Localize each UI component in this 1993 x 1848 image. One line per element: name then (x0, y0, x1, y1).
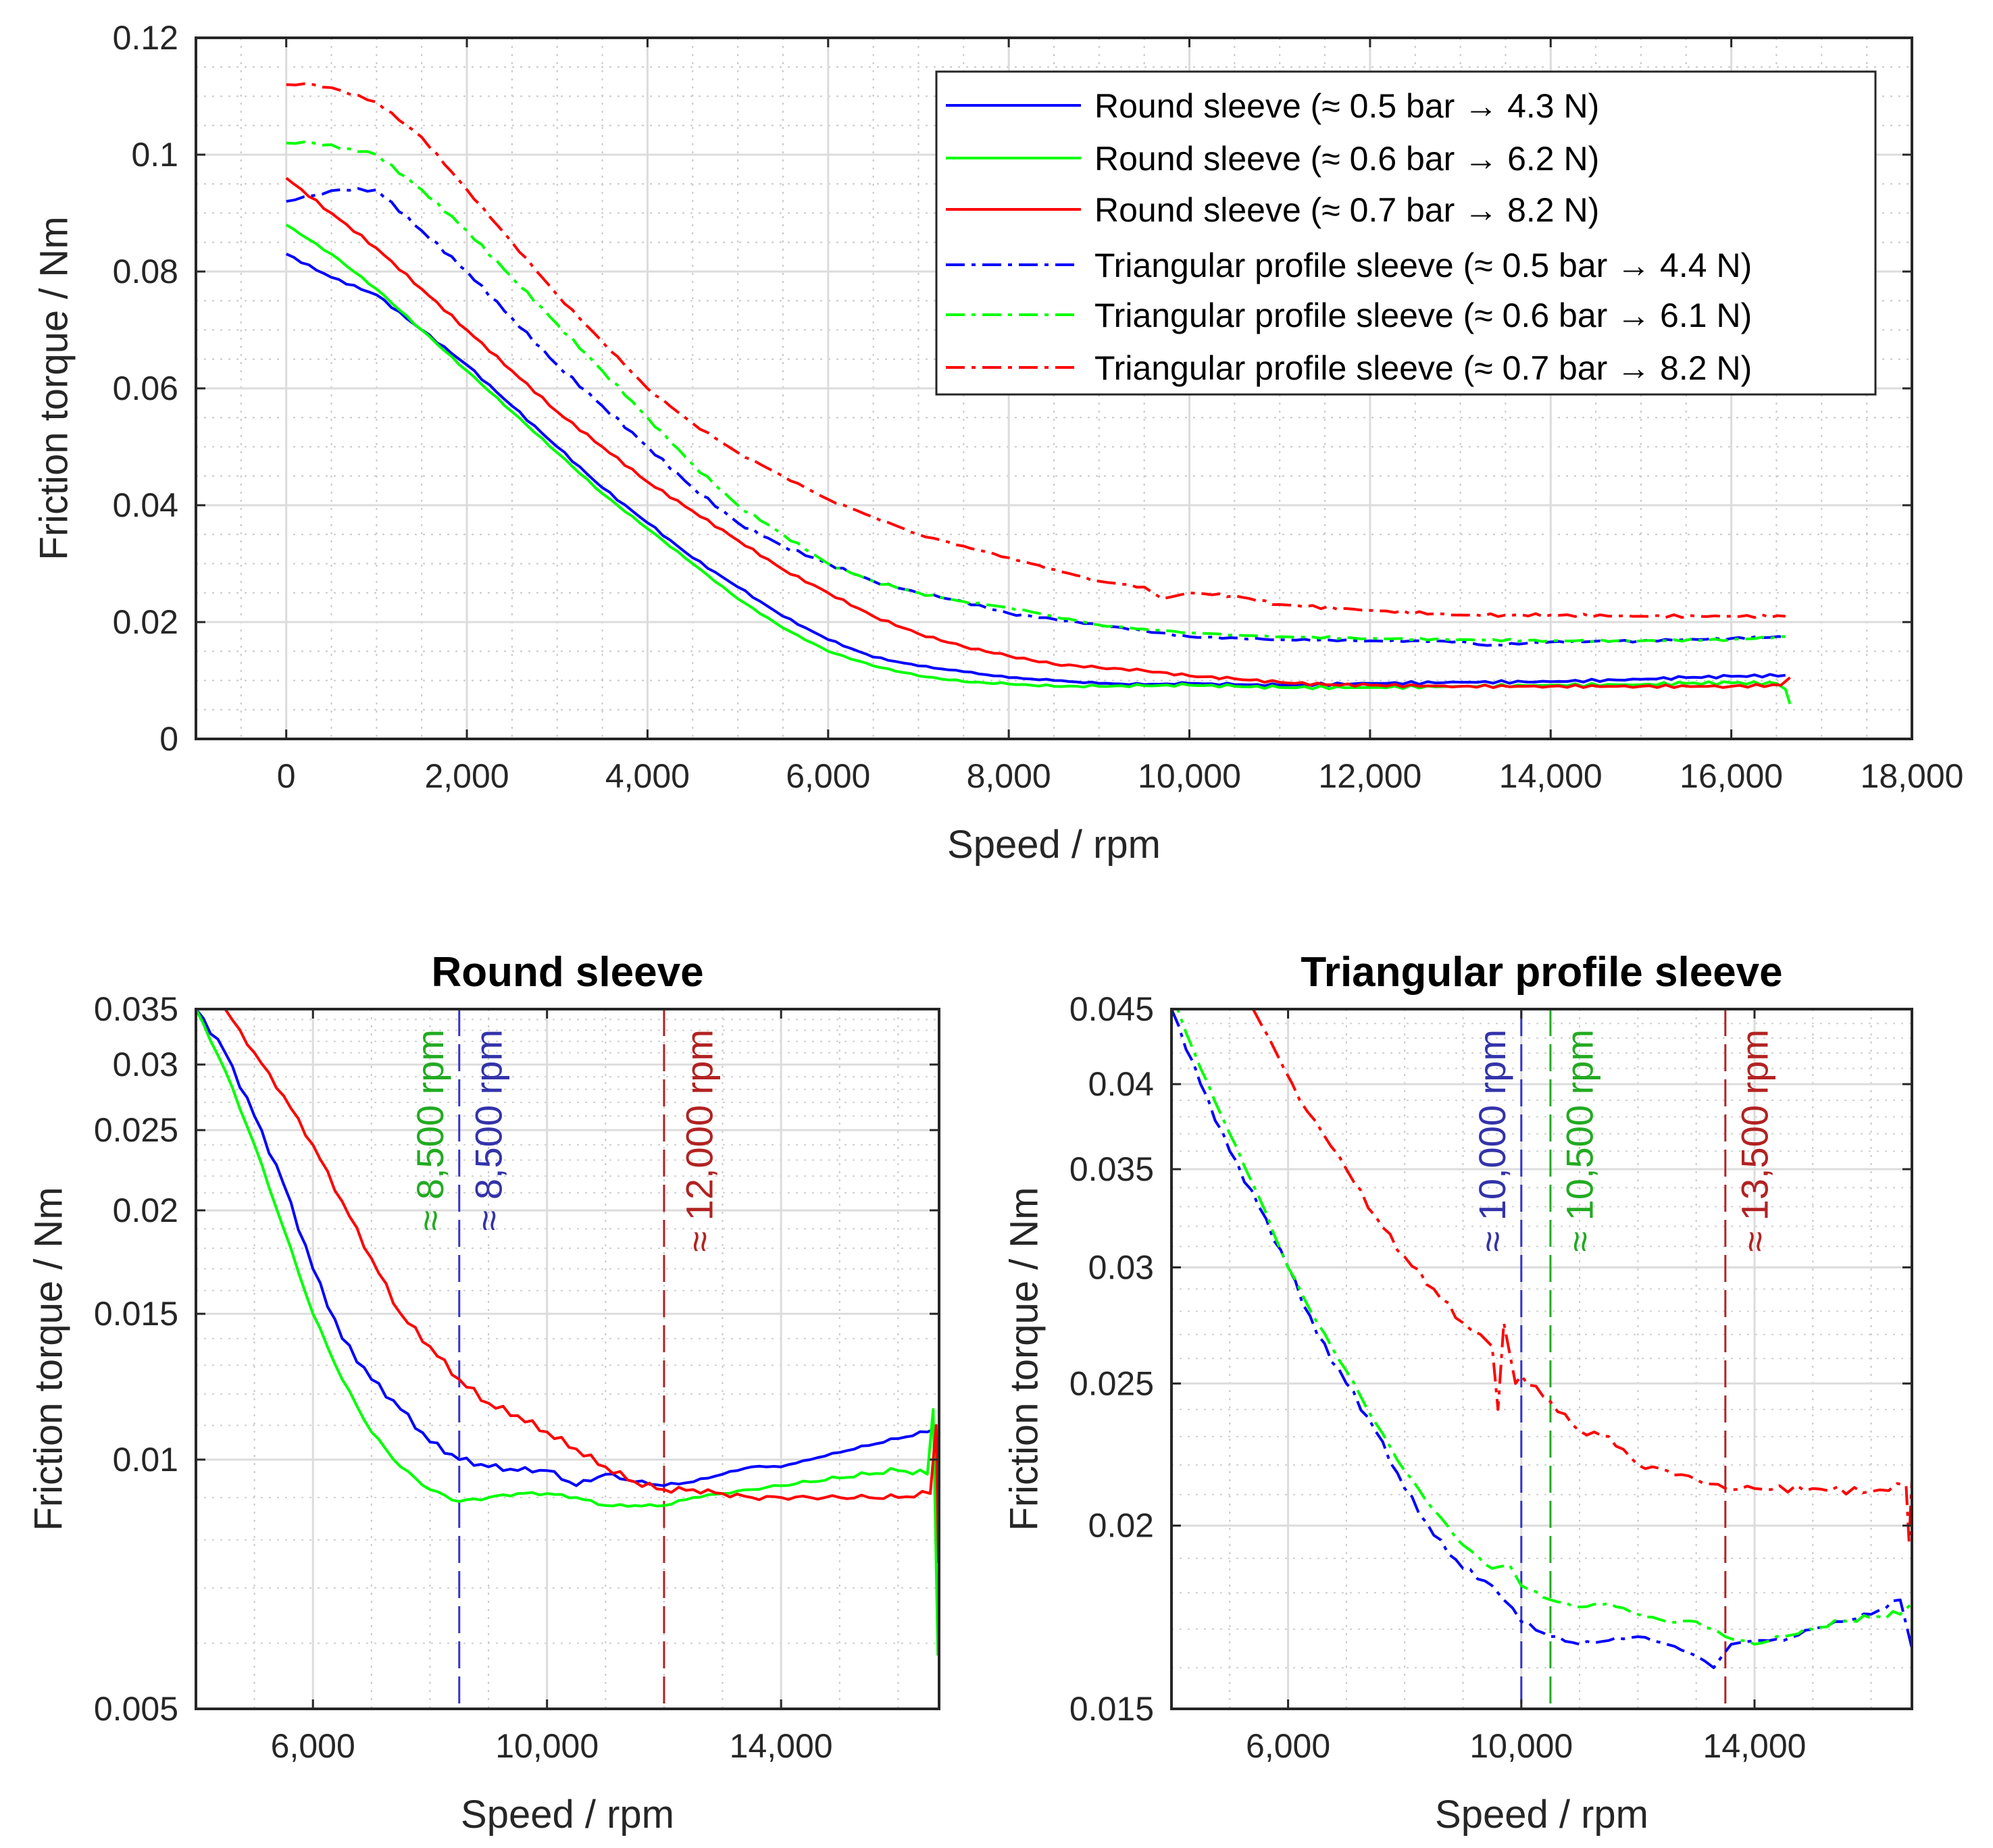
series-line-0 (196, 1009, 937, 1487)
x-tick-label: 0 (277, 757, 296, 795)
y-tick-label: 0.04 (1088, 1065, 1154, 1103)
series-line-1 (1176, 1009, 1912, 1646)
main-x-axis-label: Speed / rpm (947, 823, 1161, 867)
triangular-y-axis-label: Friction torque / Nm (1003, 1187, 1046, 1531)
round-series (196, 1009, 939, 1656)
rpm-annotation: ≈ 8,500 rpm (468, 1029, 510, 1231)
legend-label-4: Triangular profile sleeve (≈ 0.6 bar → 6… (1094, 297, 1752, 334)
y-tick-label: 0.045 (1069, 990, 1154, 1028)
series-line-2 (1252, 1009, 1912, 1543)
x-tick-label: 2,000 (424, 757, 509, 795)
legend-label-5: Triangular profile sleeve (≈ 0.7 bar → 8… (1094, 349, 1752, 387)
round-ticks: 6,000 10,000 14,000 0.005 0.01 0.015 0.02 0.025… (94, 990, 939, 1765)
series-line-2 (224, 1009, 939, 1564)
x-tick-label: 14,000 (730, 1727, 833, 1765)
triangular-x-axis-label: Speed / rpm (1435, 1793, 1648, 1837)
y-tick-label: 0.02 (113, 603, 178, 641)
main-chart: 0 2,000 4,000 6,000 8,000 10,000 12,000 14,000 1… (32, 19, 1964, 867)
round-chart-title: Round sleeve (431, 949, 703, 996)
series-line-5 (286, 82, 1786, 619)
y-tick-label: 0.03 (113, 1046, 178, 1083)
y-tick-label: 0.015 (94, 1295, 178, 1333)
main-series (285, 82, 1792, 704)
series-line-1 (196, 1009, 939, 1656)
triangular-reference-lines (1520, 1009, 1727, 1709)
rpm-annotation: ≈ 13,500 rpm (1733, 1029, 1775, 1252)
series-line-3 (286, 187, 1786, 647)
y-tick-label: 0.025 (1069, 1364, 1154, 1402)
rpm-annotation: ≈ 12,000 rpm (678, 1029, 720, 1252)
x-tick-label: 14,000 (1499, 757, 1603, 795)
x-tick-label: 16,000 (1680, 757, 1783, 795)
main-y-axis-label: Friction torque / Nm (32, 216, 76, 560)
legend-label-2: Round sleeve (≈ 0.7 bar → 8.2 N) (1094, 191, 1599, 229)
y-tick-label: 0.035 (1069, 1150, 1154, 1188)
y-tick-label: 0.035 (94, 990, 178, 1028)
x-tick-label: 18,000 (1861, 757, 1964, 795)
legend-label-3: Triangular profile sleeve (≈ 0.5 bar → 4… (1094, 247, 1752, 284)
x-tick-label: 6,000 (786, 757, 870, 795)
x-tick-label: 12,000 (1318, 757, 1421, 795)
y-tick-label: 0.1 (131, 136, 178, 174)
round-sleeve-chart: Round sleeve ≈ 8,500 rpm ≈ 8,500 rpm ≈ 12,… (27, 949, 940, 1837)
y-tick-label: 0.02 (113, 1191, 178, 1229)
main-legend: Round sleeve (≈ 0.5 bar → 4.3 N) Round s… (935, 70, 1877, 396)
y-tick-label: 0.02 (1088, 1507, 1154, 1545)
triangular-sleeve-chart: Triangular profile sleeve ≈ 10,000 rpm ≈ … (1003, 949, 1913, 1837)
round-reference-lines (458, 1009, 665, 1709)
y-tick-label: 0.12 (113, 19, 178, 57)
rpm-annotation: ≈ 10,500 rpm (1559, 1029, 1601, 1252)
round-axes-frame (195, 1008, 940, 1710)
x-tick-label: 10,000 (1469, 1727, 1573, 1765)
round-annotations: ≈ 8,500 rpm ≈ 8,500 rpm ≈ 12,000 rpm (409, 1029, 720, 1252)
x-tick-label: 14,000 (1703, 1727, 1807, 1765)
triangular-chart-title: Triangular profile sleeve (1301, 949, 1782, 996)
main-ticks: 0 2,000 4,000 6,000 8,000 10,000 12,000 14,000 1… (113, 19, 1964, 795)
y-tick-label: 0 (159, 720, 178, 758)
x-tick-label: 4,000 (605, 757, 690, 795)
rpm-annotation: ≈ 10,000 rpm (1471, 1029, 1513, 1252)
x-tick-label: 6,000 (1246, 1727, 1330, 1765)
triangular-series (1171, 1009, 1912, 1670)
series-line-0 (285, 253, 1786, 688)
x-tick-label: 10,000 (1138, 757, 1241, 795)
y-tick-label: 0.06 (113, 369, 178, 407)
legend-label-1: Round sleeve (≈ 0.6 bar → 6.2 N) (1094, 140, 1599, 178)
y-tick-label: 0.015 (1069, 1690, 1154, 1728)
x-tick-label: 10,000 (495, 1727, 599, 1765)
x-tick-label: 8,000 (967, 757, 1051, 795)
y-tick-label: 0.04 (113, 486, 178, 524)
x-tick-label: 6,000 (271, 1727, 355, 1765)
legend-label-0: Round sleeve (≈ 0.5 bar → 4.3 N) (1094, 87, 1599, 125)
triangular-annotations: ≈ 10,000 rpm ≈ 10,500 rpm ≈ 13,500 rpm (1471, 1029, 1775, 1252)
y-tick-label: 0.03 (1088, 1248, 1154, 1286)
y-tick-label: 0.01 (113, 1441, 178, 1479)
y-tick-label: 0.025 (94, 1111, 178, 1149)
y-tick-label: 0.08 (113, 253, 178, 290)
series-line-4 (286, 140, 1786, 644)
rpm-annotation: ≈ 8,500 rpm (409, 1029, 451, 1231)
triangular-ticks: 6,000 10,000 14,000 0.015 0.02 0.025 0.03 0.035… (1069, 990, 1912, 1765)
y-tick-label: 0.005 (94, 1690, 178, 1728)
round-x-axis-label: Speed / rpm (461, 1793, 674, 1837)
series-line-2 (285, 177, 1791, 690)
round-y-axis-label: Friction torque / Nm (27, 1187, 71, 1531)
triangular-axes-frame (1170, 1008, 1913, 1710)
